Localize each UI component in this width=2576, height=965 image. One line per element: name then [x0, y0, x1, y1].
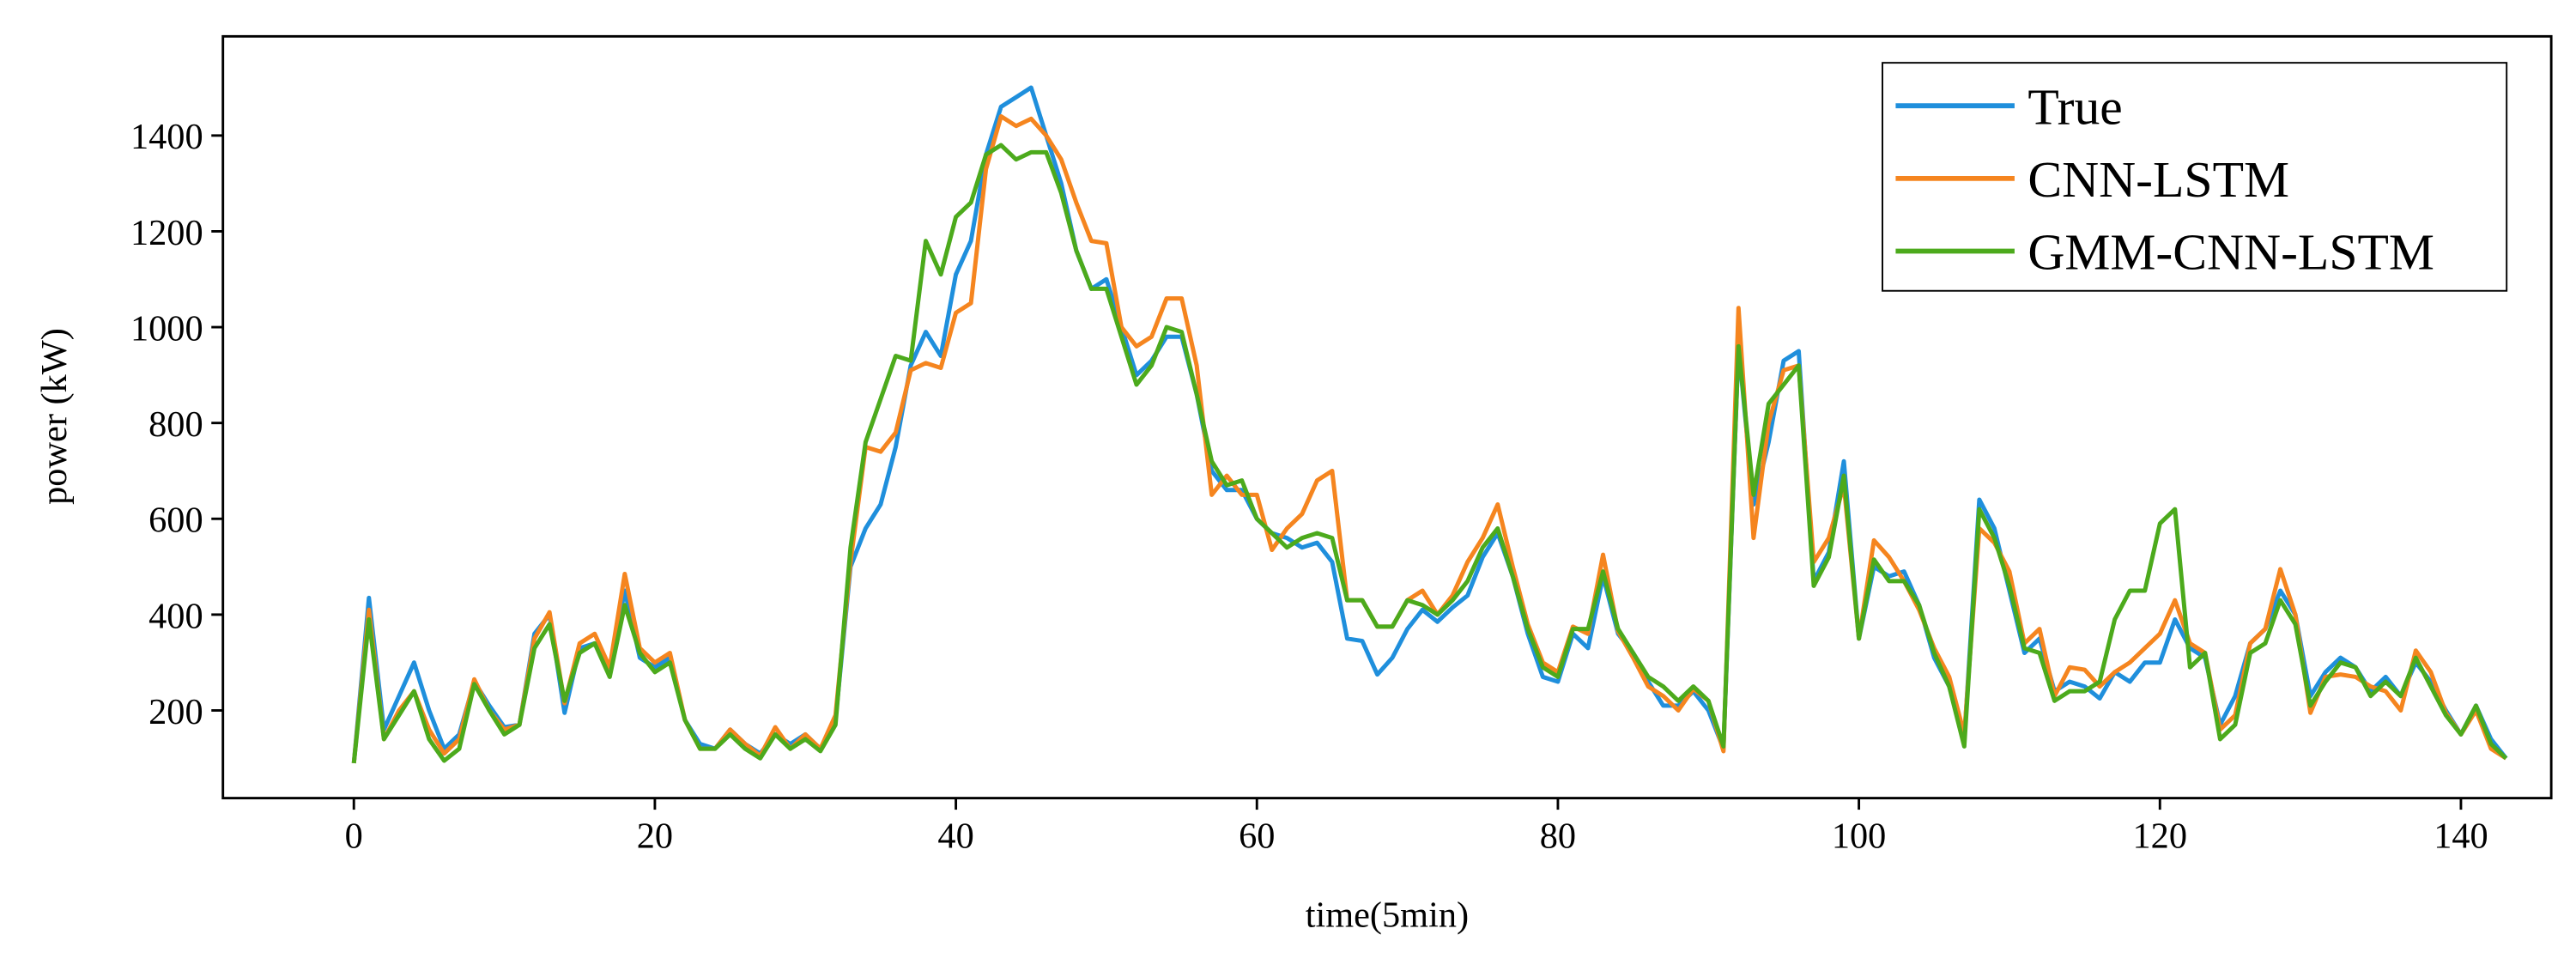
- x-tick-label: 120: [2133, 816, 2187, 856]
- y-tick-label: 1000: [130, 308, 203, 349]
- x-tick-label: 100: [1832, 816, 1886, 856]
- plot-frame: [221, 34, 2553, 800]
- y-axis-label: power (kW): [34, 328, 75, 505]
- y-tick-label: 400: [148, 596, 203, 636]
- y-tick-label: 200: [148, 692, 203, 732]
- x-tick-label: 80: [1540, 816, 1576, 856]
- x-tick-label: 60: [1239, 816, 1275, 856]
- y-tick-label: 600: [148, 501, 203, 541]
- legend-label: CNN-LSTM: [2027, 151, 2289, 208]
- y-tick-label: 1400: [130, 117, 203, 157]
- legend-label: True: [2027, 78, 2122, 135]
- x-tick-label: 20: [637, 816, 673, 856]
- x-axis-label: time(5min): [1306, 895, 1469, 936]
- legend-label: GMM-CNN-LSTM: [2027, 224, 2434, 281]
- x-tick-label: 0: [345, 816, 363, 856]
- x-tick-label: 40: [937, 816, 973, 856]
- series-line: [351, 143, 2508, 764]
- y-tick-label: 800: [148, 404, 203, 445]
- y-tick-label: 1200: [130, 213, 203, 253]
- x-tick-label: 140: [2434, 816, 2488, 856]
